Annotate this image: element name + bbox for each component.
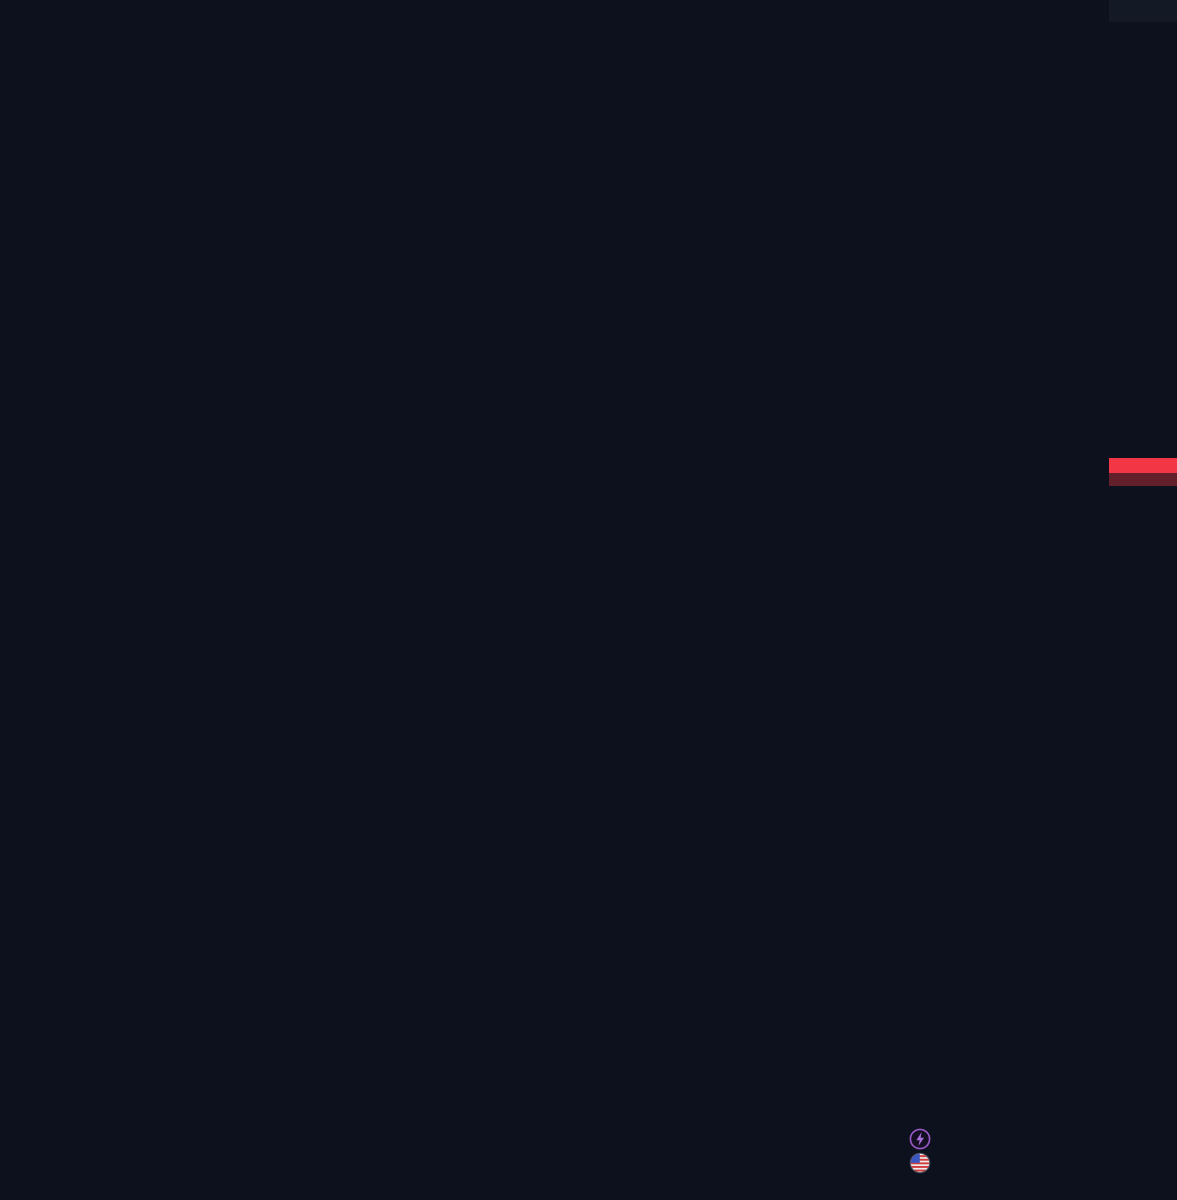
currency-unit-button[interactable] [1109, 0, 1177, 22]
flag-icon [909, 1152, 931, 1174]
flag-idea-marker[interactable] [909, 1152, 931, 1174]
bar-countdown-badge [1109, 473, 1177, 486]
lightning-icon [909, 1128, 931, 1150]
lightning-idea-marker[interactable] [909, 1128, 931, 1150]
current-price-badge [1109, 458, 1177, 473]
